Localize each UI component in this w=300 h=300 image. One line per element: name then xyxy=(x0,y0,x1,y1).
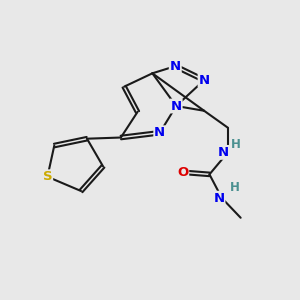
Text: H: H xyxy=(231,138,241,151)
Text: N: N xyxy=(171,100,182,112)
Text: N: N xyxy=(218,146,229,159)
Text: N: N xyxy=(199,74,210,87)
Text: N: N xyxy=(213,192,224,205)
Text: O: O xyxy=(177,166,188,179)
Text: S: S xyxy=(43,170,52,183)
Text: N: N xyxy=(170,60,181,73)
Text: H: H xyxy=(230,181,239,194)
Text: N: N xyxy=(154,126,165,139)
